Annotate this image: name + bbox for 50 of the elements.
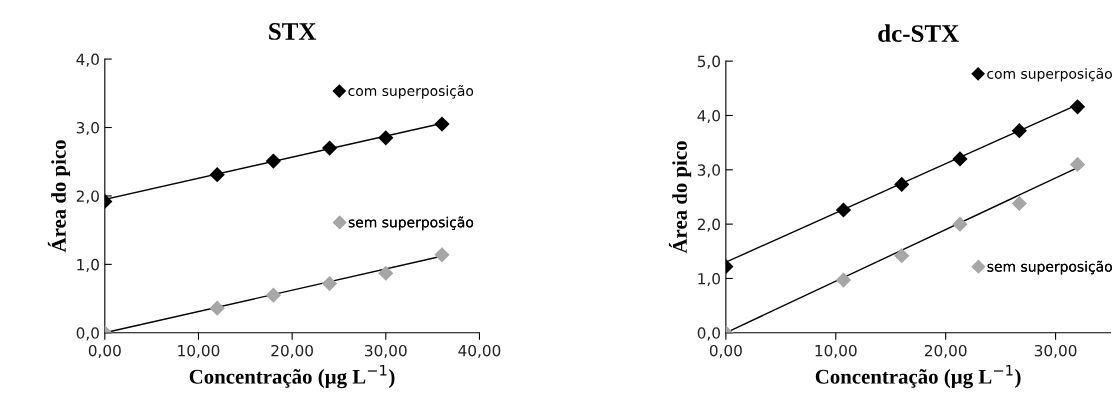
- y-tick-label: 0,0: [697, 327, 720, 341]
- point: [1011, 195, 1027, 212]
- point: [434, 116, 450, 132]
- x-tick-label: 10,00: [815, 344, 857, 358]
- y-tick-label: 0,0: [76, 327, 99, 341]
- y-axis-title: Área do pico: [47, 140, 71, 253]
- x-tick-label: 0,00: [88, 344, 121, 358]
- point: [321, 275, 338, 292]
- y-axis-title: Área do pico: [668, 141, 692, 254]
- point: [1069, 99, 1086, 115]
- y-tick-label: 2,0: [76, 190, 99, 204]
- y-tick-label: 4,0: [76, 53, 99, 67]
- y-tick-label: 1,0: [77, 258, 99, 272]
- x-tick-label: 30,00: [365, 344, 407, 358]
- x-tick-label: 20,00: [924, 344, 967, 358]
- y-tick-label: 3,0: [76, 121, 99, 136]
- point: [265, 153, 282, 169]
- point: [835, 272, 852, 288]
- x-tick-label: 30,00: [1034, 344, 1077, 358]
- point: [209, 167, 225, 183]
- x-axis-title: Concentração (µg L$^{−1}$): [189, 364, 395, 389]
- point: [378, 130, 394, 146]
- point: [952, 216, 968, 232]
- point: [209, 300, 225, 316]
- y-tick-label: 5,0: [697, 55, 720, 69]
- y-tick-label: 1,0: [698, 272, 720, 287]
- point: [1011, 123, 1027, 139]
- x-tick-label: 20,00: [271, 344, 313, 358]
- y-tick-label: 3,0: [697, 164, 720, 178]
- y-tick-label: 2,0: [697, 218, 720, 232]
- point: [894, 248, 910, 264]
- point: [1069, 156, 1086, 172]
- point: [894, 176, 910, 193]
- x-tick-label: 40,00: [458, 344, 501, 358]
- point: [434, 247, 450, 263]
- chart-title: STX: [269, 23, 317, 40]
- x-axis-title: Concentração (µg L$^{−1}$): [815, 364, 1021, 389]
- point: [321, 140, 338, 156]
- point: [378, 265, 394, 281]
- chart-title: dc-STX: [878, 24, 959, 42]
- x-tick-label: 10,00: [178, 344, 220, 358]
- point: [835, 202, 852, 218]
- legend-label: com superposição: [348, 85, 474, 99]
- legend-label: com superposição: [987, 67, 1112, 82]
- legend-label: sem superposição: [987, 260, 1112, 275]
- y-tick-label: 4,0: [697, 109, 720, 124]
- legend-label: sem superposição: [348, 216, 474, 231]
- point: [265, 287, 282, 303]
- x-tick-label: 0,00: [709, 344, 742, 358]
- point: [952, 151, 968, 167]
